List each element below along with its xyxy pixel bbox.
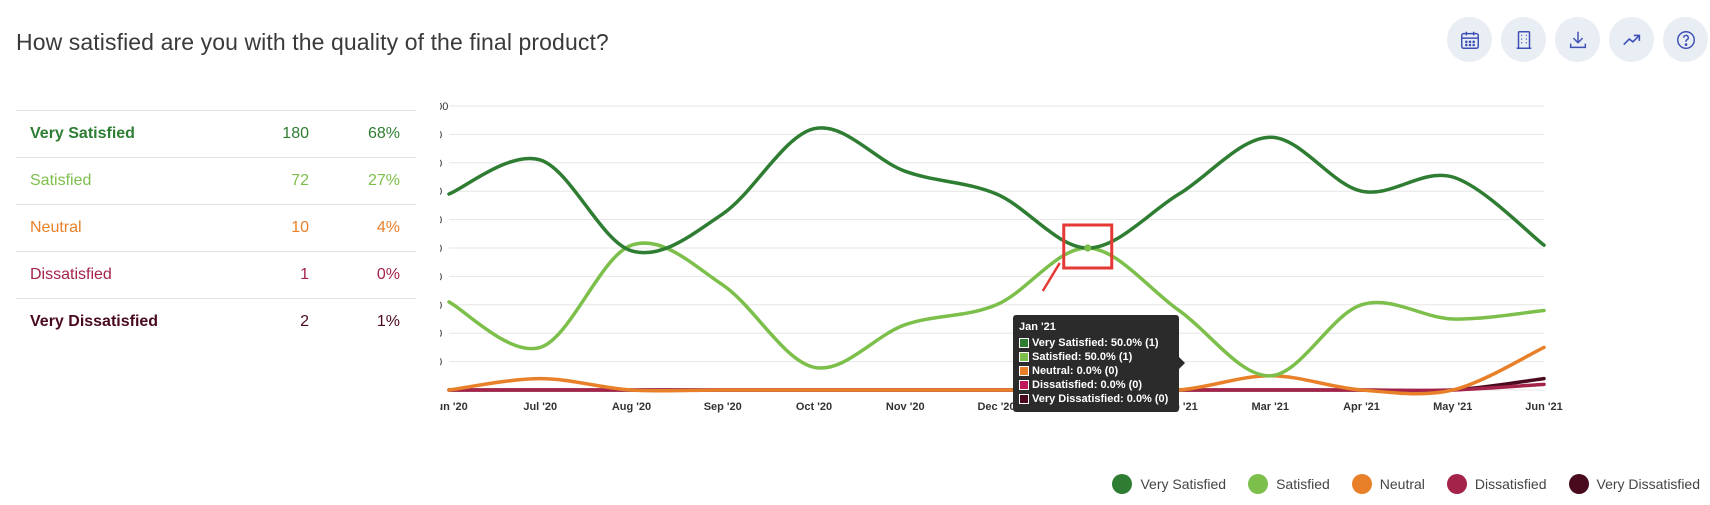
- tooltip-text: Very Dissatisfied: 0.0% (0): [1032, 393, 1169, 405]
- legend-dot: [1568, 474, 1589, 494]
- legend-dot: [1351, 474, 1372, 494]
- summary-percent: 68%: [367, 125, 400, 142]
- tooltip-text: Neutral: 0.0% (0): [1032, 365, 1119, 377]
- x-tick-label: Apr '21: [1343, 401, 1380, 413]
- tooltip-swatch: [1019, 352, 1029, 362]
- summary-row: Dissatisfied 1 0%: [16, 251, 416, 298]
- legend-item[interactable]: Dissatisfied: [1446, 474, 1547, 494]
- legend-item[interactable]: Very Dissatisfied: [1568, 474, 1700, 494]
- summary-count: 72: [291, 172, 309, 189]
- legend-dot: [1248, 474, 1269, 494]
- summary-count: 10: [291, 219, 309, 236]
- highlight-box: [1062, 223, 1114, 270]
- x-tick-label: Jun '21: [1525, 401, 1562, 413]
- legend-label: Dissatisfied: [1474, 476, 1547, 492]
- summary-row: Neutral 10 4%: [16, 204, 416, 251]
- legend-label: Very Satisfied: [1140, 476, 1227, 492]
- y-tick-label: 60: [440, 215, 442, 227]
- summary-row: Satisfied 72 27%: [16, 157, 416, 204]
- tooltip-row: Neutral: 0.0% (0): [1019, 364, 1173, 378]
- trend-icon: [1622, 34, 1640, 45]
- y-tick-label: 20: [440, 328, 442, 340]
- x-tick-label: Mar '21: [1252, 401, 1289, 413]
- summary-label: Dissatisfied: [30, 266, 112, 283]
- chart-title: How satisfied are you with the quality o…: [16, 29, 609, 55]
- legend-item[interactable]: Satisfied: [1248, 474, 1330, 494]
- x-tick-label: Nov '20: [886, 401, 925, 413]
- summary-count: 1: [300, 266, 309, 283]
- tooltip-swatch: [1019, 380, 1029, 390]
- summary-percent: 27%: [367, 172, 400, 189]
- tooltip-swatch: [1019, 394, 1029, 404]
- x-tick-label: Dec '20: [977, 401, 1015, 413]
- x-tick-label: Sep '20: [704, 401, 742, 413]
- summary-row: Very Satisfied 180 68%: [16, 110, 416, 157]
- summary-percent: 1%: [376, 313, 400, 330]
- x-tick-label: Jun '20: [440, 401, 468, 413]
- tooltip-swatch: [1019, 338, 1029, 348]
- tooltip-row: Satisfied: 50.0% (1): [1019, 350, 1173, 364]
- y-tick-label: 100: [440, 101, 448, 113]
- download-button[interactable]: [1555, 17, 1600, 62]
- tooltip-row: Very Satisfied: 50.0% (1): [1019, 336, 1173, 350]
- summary-table: Very Satisfied 180 68% Satisfied 72 27% …: [16, 110, 416, 345]
- legend-dot: [1112, 474, 1133, 494]
- summary-label: Very Satisfied: [30, 125, 135, 142]
- x-tick-label: May '21: [1433, 401, 1472, 413]
- y-tick-label: 40: [440, 271, 442, 283]
- tooltip-title: Jan '21: [1019, 321, 1056, 333]
- y-tick-label: 10: [440, 357, 442, 369]
- legend-label: Neutral: [1379, 476, 1425, 492]
- x-tick-label: Jul '20: [523, 401, 557, 413]
- legend-label: Very Dissatisfied: [1596, 476, 1700, 492]
- toolbar: [1447, 17, 1708, 62]
- tooltip-text: Dissatisfied: 0.0% (0): [1032, 379, 1143, 391]
- y-tick-label: 70: [440, 186, 442, 198]
- highlight-connector: [1041, 262, 1061, 292]
- download-icon: [1569, 31, 1586, 48]
- legend-label: Satisfied: [1276, 476, 1330, 492]
- chart-tooltip: Jan '21 Very Satisfied: 50.0% (1) Satisf…: [1013, 315, 1185, 412]
- tooltip-row: Dissatisfied: 0.0% (0): [1019, 378, 1173, 392]
- summary-count: 180: [282, 125, 309, 142]
- tooltip-text: Very Satisfied: 50.0% (1): [1032, 337, 1159, 349]
- y-tick-label: 30: [440, 300, 442, 312]
- legend-dot: [1446, 474, 1467, 494]
- summary-count: 2: [300, 313, 309, 330]
- y-tick-label: 90: [440, 129, 442, 141]
- trend-button[interactable]: [1609, 17, 1654, 62]
- series-line: [447, 126, 1546, 255]
- legend-item[interactable]: Very Satisfied: [1112, 474, 1226, 494]
- data-point: [1084, 244, 1092, 252]
- summary-label: Satisfied: [30, 172, 92, 189]
- help-icon: [1676, 30, 1695, 49]
- calendar-icon: [1460, 31, 1479, 49]
- y-tick-label: 50: [440, 243, 442, 255]
- series-line: [447, 241, 1546, 378]
- building-icon: [1516, 30, 1531, 49]
- summary-label: Very Dissatisfied: [30, 313, 159, 330]
- tooltip-text: Satisfied: 50.0% (1): [1032, 351, 1133, 363]
- summary-row: Very Dissatisfied 2 1%: [16, 298, 416, 345]
- tooltip-row: Very Dissatisfied: 0.0% (0): [1019, 392, 1173, 406]
- calendar-button[interactable]: [1447, 17, 1492, 62]
- summary-percent: 0%: [376, 266, 400, 283]
- tooltip-swatch: [1019, 366, 1029, 376]
- x-tick-label: Oct '20: [796, 401, 832, 413]
- help-button[interactable]: [1663, 17, 1708, 62]
- x-tick-label: Aug '20: [612, 401, 651, 413]
- series-line: [447, 345, 1546, 396]
- legend-item[interactable]: Neutral: [1351, 474, 1425, 494]
- chart-legend: Very Satisfied Satisfied Neutral Dissati…: [1112, 474, 1700, 502]
- summary-label: Neutral: [30, 219, 82, 236]
- summary-percent: 4%: [376, 219, 400, 236]
- y-tick-label: 80: [440, 158, 442, 170]
- building-button[interactable]: [1501, 17, 1546, 62]
